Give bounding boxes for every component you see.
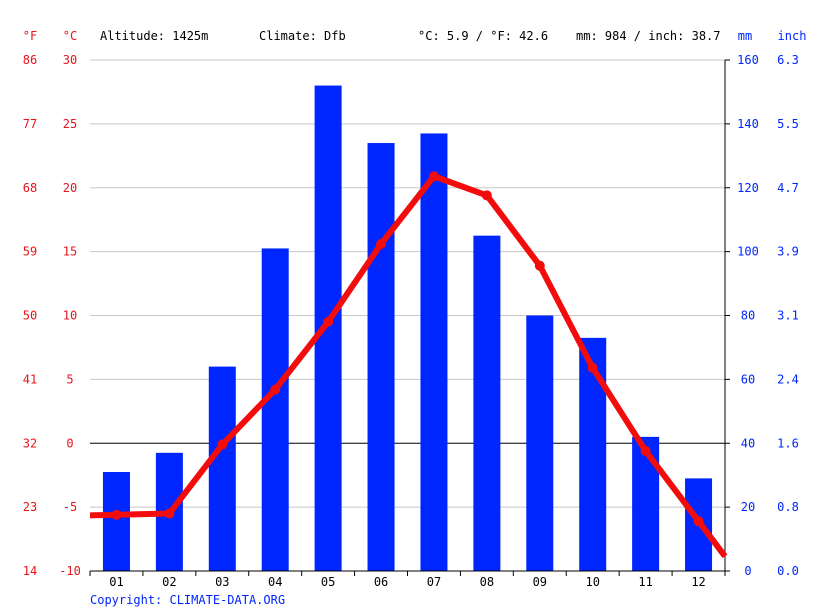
mm-tick-label: 120 bbox=[737, 181, 759, 195]
month-tick-label: 06 bbox=[374, 575, 388, 589]
inch-tick-label: 6.3 bbox=[777, 53, 799, 67]
precipitation-bar bbox=[314, 85, 342, 572]
fahrenheit-unit-label: °F bbox=[23, 29, 37, 43]
celsius-tick-label: -10 bbox=[59, 564, 81, 578]
celsius-tick-label: 10 bbox=[63, 309, 77, 323]
month-tick-label: 01 bbox=[109, 575, 123, 589]
mm-tick-label: 160 bbox=[737, 53, 759, 67]
month-tick-label: 08 bbox=[480, 575, 494, 589]
celsius-tick-label: 25 bbox=[63, 117, 77, 131]
celsius-tick-label: 5 bbox=[66, 372, 73, 386]
temperature-point bbox=[164, 508, 175, 519]
inch-tick-label: 5.5 bbox=[777, 117, 799, 131]
copyright-label: Copyright: CLIMATE-DATA.ORG bbox=[90, 593, 285, 607]
month-tick-label: 07 bbox=[427, 575, 441, 589]
temperature-point bbox=[587, 362, 598, 373]
climate-label: Climate: Dfb bbox=[259, 29, 346, 43]
inch-tick-label: 0.8 bbox=[777, 500, 799, 514]
precipitation-bars bbox=[102, 85, 713, 572]
precipitation-total-label: mm: 984 / inch: 38.7 bbox=[576, 29, 721, 43]
month-tick-label: 02 bbox=[162, 575, 176, 589]
inch-tick-label: 0.0 bbox=[777, 564, 799, 578]
mm-tick-label: 0 bbox=[744, 564, 751, 578]
inch-tick-label: 1.6 bbox=[777, 436, 799, 450]
precipitation-bar bbox=[632, 436, 660, 571]
precipitation-bar bbox=[473, 235, 501, 571]
precipitation-bar bbox=[102, 471, 130, 571]
temperature-point bbox=[481, 190, 492, 201]
average-temperature-label: °C: 5.9 / °F: 42.6 bbox=[418, 29, 548, 43]
temperature-point bbox=[640, 445, 651, 456]
month-tick-label: 12 bbox=[691, 575, 705, 589]
inch-tick-label: 4.7 bbox=[777, 181, 799, 195]
temperature-point bbox=[693, 516, 704, 527]
month-tick-label: 10 bbox=[585, 575, 599, 589]
temperature-point bbox=[111, 509, 122, 520]
celsius-tick-label: 0 bbox=[66, 436, 73, 450]
axis-labels: 86 30 160 6.377 25 140 5.568 20 120 4.759 15 100 3.9… bbox=[23, 53, 799, 589]
month-tick-label: 09 bbox=[533, 575, 547, 589]
mm-tick-label: 60 bbox=[741, 372, 755, 386]
celsius-tick-label: 15 bbox=[63, 245, 77, 259]
temperature-polyline bbox=[89, 173, 728, 559]
temperature-point bbox=[323, 316, 334, 327]
temperature-point bbox=[428, 171, 439, 182]
fahrenheit-tick-label: 32 bbox=[23, 436, 37, 450]
inch-tick-label: 2.4 bbox=[777, 372, 799, 386]
month-tick-label: 03 bbox=[215, 575, 229, 589]
mm-tick-label: 140 bbox=[737, 117, 759, 131]
fahrenheit-tick-label: 50 bbox=[23, 309, 37, 323]
inch-tick-label: 3.9 bbox=[777, 245, 799, 259]
fahrenheit-tick-label: 77 bbox=[23, 117, 37, 131]
mm-tick-label: 100 bbox=[737, 245, 759, 259]
temperature-point bbox=[534, 260, 545, 271]
axes bbox=[89, 59, 730, 576]
month-tick-label: 04 bbox=[268, 575, 282, 589]
inch-tick-label: 3.1 bbox=[777, 309, 799, 323]
celsius-tick-label: 30 bbox=[63, 53, 77, 67]
temperature-point bbox=[217, 439, 228, 450]
temperature-line bbox=[89, 171, 728, 559]
celsius-tick-label: 20 bbox=[63, 181, 77, 195]
celsius-tick-label: -5 bbox=[63, 500, 77, 514]
fahrenheit-tick-label: 41 bbox=[23, 372, 37, 386]
temperature-point bbox=[270, 384, 281, 395]
fahrenheit-tick-label: 59 bbox=[23, 245, 37, 259]
mm-unit-label: mm bbox=[738, 29, 752, 43]
precipitation-bar bbox=[420, 133, 448, 572]
fahrenheit-tick-label: 68 bbox=[23, 181, 37, 195]
month-tick-label: 05 bbox=[321, 575, 335, 589]
gridlines bbox=[90, 59, 725, 508]
altitude-label: Altitude: 1425m bbox=[100, 29, 208, 43]
celsius-unit-label: °C bbox=[63, 29, 77, 43]
mm-tick-label: 20 bbox=[741, 500, 755, 514]
fahrenheit-tick-label: 14 bbox=[23, 564, 37, 578]
fahrenheit-tick-label: 23 bbox=[23, 500, 37, 514]
temperature-point bbox=[376, 238, 387, 249]
precipitation-bar bbox=[208, 366, 236, 571]
fahrenheit-tick-label: 86 bbox=[23, 53, 37, 67]
inch-unit-label: inch bbox=[778, 29, 807, 43]
mm-tick-label: 80 bbox=[741, 309, 755, 323]
mm-tick-label: 40 bbox=[741, 436, 755, 450]
precipitation-bar bbox=[526, 315, 554, 571]
month-tick-label: 11 bbox=[638, 575, 652, 589]
precipitation-bar bbox=[261, 248, 289, 571]
precipitation-bar bbox=[367, 143, 395, 571]
